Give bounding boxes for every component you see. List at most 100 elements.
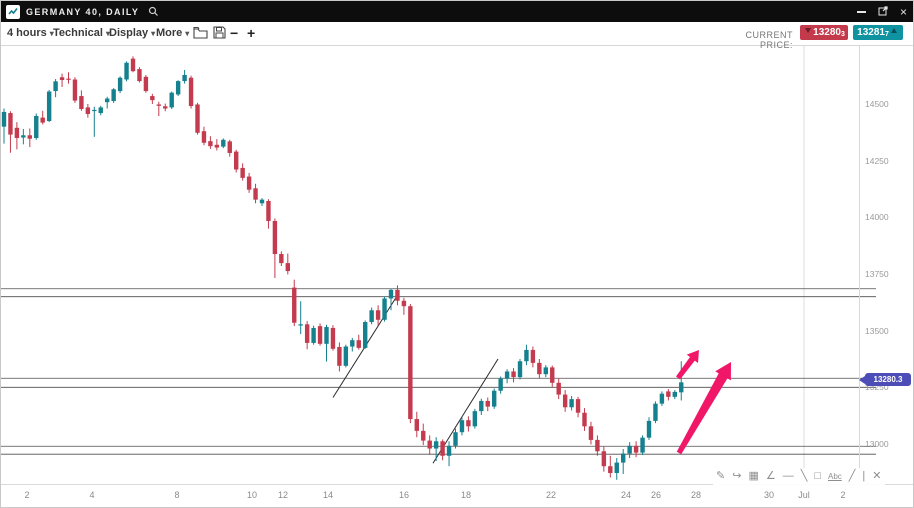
candle-body (324, 327, 329, 344)
fan-lines-tool-icon[interactable]: ∠ (765, 470, 776, 482)
candle-body (679, 382, 684, 393)
candle-body (485, 400, 490, 407)
candle-body (472, 411, 478, 427)
candle-body (1, 111, 7, 127)
chevron-down-icon: ▾ (49, 29, 54, 38)
candle-body (433, 441, 439, 449)
candle-body (659, 393, 665, 404)
candle-body (79, 96, 84, 109)
candle-body (633, 445, 639, 453)
zoom-in-button[interactable]: + (247, 25, 256, 41)
date-tick-label: 12 (277, 490, 289, 500)
pen-tool-icon[interactable]: ✎ (716, 470, 726, 482)
candle-body (117, 77, 123, 92)
candle-body (311, 327, 316, 343)
candle-body (130, 58, 136, 72)
minimize-icon[interactable] (856, 10, 866, 13)
curve-tool-icon[interactable]: ↪ (732, 470, 742, 482)
candle-body (653, 403, 658, 421)
popout-icon[interactable] (878, 3, 888, 21)
candle-body (85, 107, 91, 114)
title-bar: GERMANY 40, DAILY × (1, 1, 913, 22)
candle-body (343, 346, 349, 366)
candle-body (266, 201, 271, 221)
candle-body (337, 346, 342, 366)
current-price-label: CURRENT PRICE: (745, 30, 793, 50)
date-tick-label: 24 (620, 490, 632, 500)
candle-body (137, 69, 142, 82)
app-logo-icon (6, 4, 20, 19)
more-menu[interactable]: More ▾ (156, 27, 190, 39)
bullish-arrow-annotation (676, 362, 731, 455)
candle-body (298, 324, 303, 326)
timeframe-dropdown[interactable]: 4 hours ▾ (7, 27, 54, 39)
candle-body (492, 390, 497, 407)
date-tick-label: 22 (545, 490, 557, 500)
candle-body (163, 106, 168, 109)
candle-body (21, 135, 26, 138)
candle-body (272, 220, 278, 255)
price-tick-label: 13750 (865, 269, 889, 279)
candle-body (221, 139, 226, 147)
candle-body (195, 104, 200, 133)
candle-body (59, 77, 65, 80)
date-tick-label: 4 (89, 490, 95, 500)
candle-body (524, 349, 529, 362)
date-axis: 2 4 8 10 12 14 16 18 22 24 26 28 30 Jul 2 (1, 484, 913, 507)
display-menu[interactable]: Display ▾ (109, 27, 156, 39)
candle-body (440, 441, 445, 456)
candle-body (72, 79, 78, 101)
candle-body (666, 391, 671, 397)
candle-body (285, 263, 290, 272)
candle-body (317, 326, 323, 344)
candle-body (543, 367, 548, 375)
candle-body (621, 453, 626, 463)
current-price-tag: 13280.3 (859, 373, 911, 387)
candle-body (646, 420, 652, 438)
candle-body (188, 77, 194, 107)
candle-body (550, 367, 555, 383)
candle-body (627, 445, 632, 454)
candle-body (214, 144, 220, 148)
page-title: GERMANY 40, DAILY (26, 6, 140, 17)
candle-body (143, 76, 149, 92)
horizontal-line-tool-icon[interactable]: — (782, 470, 794, 482)
candle-body (92, 109, 97, 112)
candle-body (169, 92, 174, 108)
search-icon[interactable] (148, 6, 159, 17)
price-tick-label: 14250 (865, 155, 889, 166)
candle-body (498, 378, 503, 391)
diagonal-line-tool-icon[interactable]: ╱ (848, 470, 856, 482)
close-drawing-toolbar[interactable]: ✕ (872, 470, 882, 482)
chevron-down-icon: ▾ (105, 29, 110, 38)
candle-body (517, 361, 523, 378)
price-tick-label: 14500 (865, 99, 889, 109)
date-tick-label: 2 (840, 490, 846, 500)
grid-tool-icon[interactable]: ▦ (748, 470, 759, 482)
candle-body (382, 298, 387, 320)
open-folder-icon[interactable] (193, 26, 208, 44)
technical-menu[interactable]: Technical ▾ (53, 27, 110, 39)
candle-body (408, 306, 413, 420)
rectangle-tool-icon[interactable]: □ (814, 470, 821, 482)
date-tick-label: 2 (24, 490, 30, 500)
candle-body (304, 324, 310, 343)
candle-body (556, 382, 561, 395)
candle-body (182, 74, 187, 82)
text-tool-icon[interactable]: Abc (828, 472, 842, 481)
candle-body (124, 62, 129, 80)
buy-price-badge[interactable]: 13281 7 (853, 25, 903, 40)
candle-body (575, 399, 581, 413)
trendline-tool-icon[interactable]: ╲ (800, 470, 808, 482)
date-tick-label: 8 (174, 490, 180, 500)
date-tick-label: 28 (690, 490, 702, 500)
close-icon[interactable]: × (899, 4, 907, 19)
candle-body (259, 199, 265, 204)
price-tick-label: 13250 (865, 382, 889, 393)
save-icon[interactable] (213, 26, 226, 44)
sell-price-badge[interactable]: 13280 3 (800, 25, 848, 40)
price-axis: 14500 14250 14000 13750 13500 13250 13000 (859, 46, 913, 484)
candlestick-chart-canvas[interactable] (1, 46, 914, 484)
zoom-out-button[interactable]: − (230, 25, 239, 41)
